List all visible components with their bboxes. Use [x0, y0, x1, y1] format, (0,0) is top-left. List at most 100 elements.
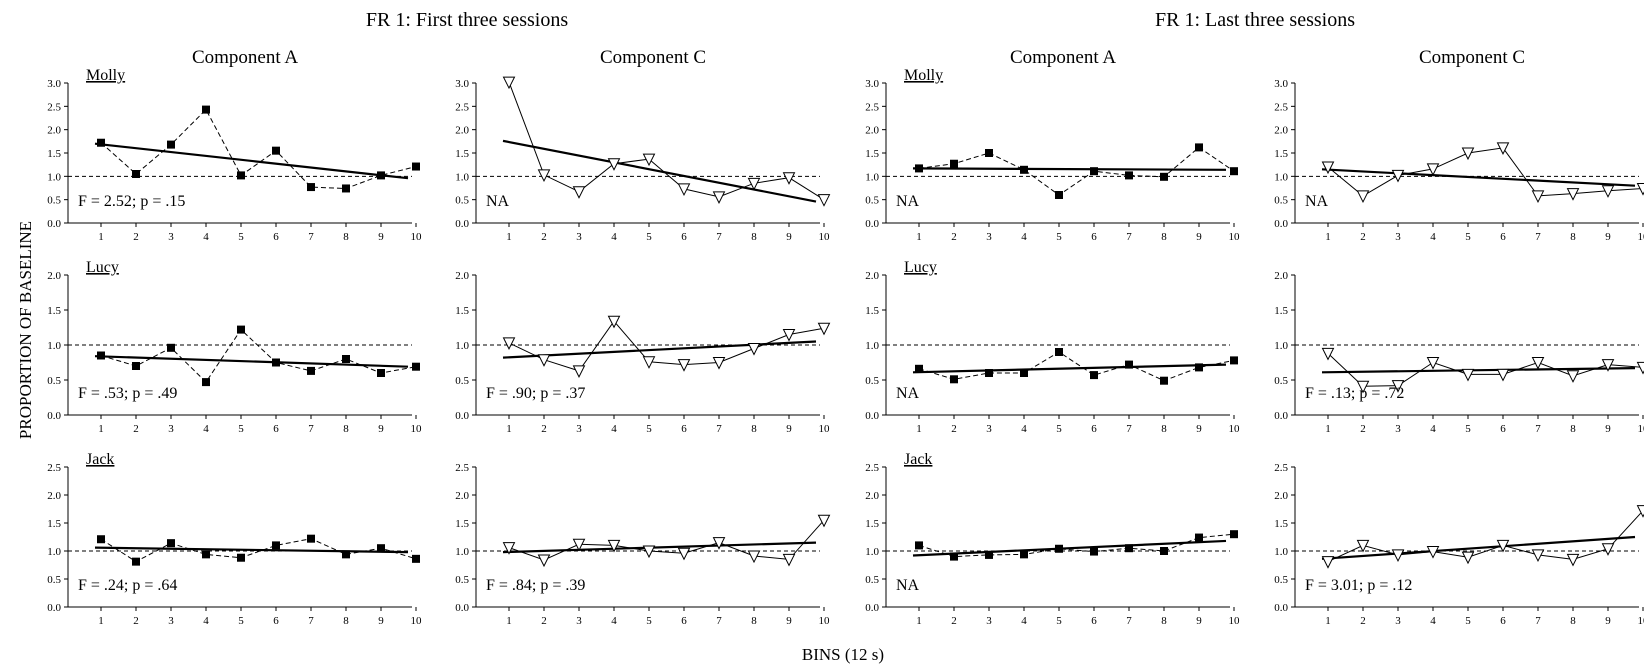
- y-tick-label: 0.5: [47, 375, 61, 387]
- data-point-square: [950, 159, 958, 168]
- x-tick-label: 4: [1430, 231, 1436, 243]
- x-tick-label: 10: [1229, 615, 1241, 627]
- data-point-triangle: [677, 547, 691, 561]
- data-point-square: [97, 535, 105, 544]
- x-tick-label: 1: [916, 423, 922, 435]
- data-point-triangle: [677, 183, 691, 197]
- component-title: Component C: [1419, 47, 1525, 68]
- component-title: Component C: [600, 47, 706, 68]
- trend-line: [94, 355, 409, 368]
- x-tick-label: 6: [1091, 615, 1097, 627]
- data-point-triangle: [1391, 380, 1405, 393]
- data-point-triangle: [537, 169, 551, 183]
- panel-5: 0.0 0.5 1.0 1.5 2.0 1 2 3 4 5 6 7 8 9 10 Lucy F = .53; p…: [47, 259, 422, 435]
- data-point-triangle: [1566, 370, 1580, 383]
- y-tick-label: 2.5: [455, 101, 469, 113]
- data-point-triangle: [782, 329, 796, 342]
- y-tick-label: 1.0: [865, 171, 879, 183]
- data-point-triangle: [1426, 546, 1440, 559]
- x-tick-label: 6: [681, 423, 687, 435]
- data-point-triangle: [642, 153, 656, 167]
- x-tick-label: 3: [168, 423, 174, 435]
- data-point-triangle: [1636, 361, 1644, 375]
- y-tick-label: 0.0: [865, 218, 879, 230]
- y-tick-label: 2.5: [1274, 101, 1288, 113]
- x-tick-label: 7: [1126, 615, 1132, 627]
- y-tick-label: 0.0: [865, 410, 879, 422]
- x-tick-label: 2: [951, 423, 957, 435]
- y-tick-label: 1.0: [455, 171, 469, 183]
- data-point-square: [1090, 371, 1098, 380]
- x-tick-label: 5: [238, 615, 244, 627]
- panel-4: 0.0 0.5 1.0 1.5 2.0 2.5 3.0 1 2 3 4 5 6 7 8 9 10 Componen…: [1274, 47, 1644, 243]
- data-point-triangle: [747, 177, 761, 191]
- x-tick-label: 8: [1161, 231, 1167, 243]
- x-tick-label: 5: [646, 423, 652, 435]
- y-tick-label: 2.0: [1274, 125, 1288, 137]
- data-point-square: [342, 184, 350, 193]
- stat-label: F = 2.52; p = .15: [78, 193, 185, 210]
- x-tick-label: 1: [1325, 423, 1331, 435]
- x-tick-label: 8: [751, 231, 757, 243]
- x-tick-label: 2: [133, 423, 139, 435]
- x-tick-label: 7: [308, 423, 314, 435]
- x-tick-label: 4: [1021, 231, 1027, 243]
- x-tick-label: 6: [273, 231, 279, 243]
- trend-line: [502, 340, 817, 359]
- data-point-square: [915, 541, 923, 550]
- x-tick-label: 1: [1325, 615, 1331, 627]
- y-tick-label: 0.5: [47, 195, 61, 207]
- data-point-triangle: [572, 538, 586, 552]
- x-tick-label: 6: [1091, 231, 1097, 243]
- y-tick-label: 1.0: [47, 340, 61, 352]
- x-tick-label: 10: [411, 423, 423, 435]
- data-point-triangle: [502, 337, 516, 351]
- data-point-triangle: [642, 356, 656, 369]
- x-tick-label: 7: [308, 615, 314, 627]
- data-point-triangle: [572, 186, 586, 199]
- x-tick-label: 4: [1430, 615, 1436, 627]
- x-tick-label: 8: [343, 231, 349, 243]
- x-tick-label: 4: [203, 615, 209, 627]
- stat-label: NA: [486, 193, 510, 210]
- data-point-triangle: [817, 194, 831, 207]
- data-point-square: [237, 553, 245, 562]
- data-point-triangle: [1321, 347, 1335, 361]
- data-point-square: [377, 171, 385, 180]
- x-tick-label: 5: [238, 231, 244, 243]
- x-tick-label: 10: [1638, 231, 1644, 243]
- panel-11: 0.0 0.5 1.0 1.5 2.0 2.5 1 2 3 4 5 6 7 8 9 10 Jack NA: [865, 451, 1240, 627]
- x-tick-label: 3: [168, 231, 174, 243]
- data-point-triangle: [1531, 190, 1545, 204]
- x-tick-label: 7: [1126, 423, 1132, 435]
- y-tick-label: 2.5: [1274, 462, 1288, 474]
- data-point-triangle: [1566, 188, 1580, 201]
- y-tick-label: 2.5: [865, 101, 879, 113]
- stat-label: F = .84; p = .39: [486, 577, 585, 594]
- data-point-square: [1090, 167, 1098, 176]
- y-tick-label: 1.5: [455, 305, 469, 317]
- subject-label: Jack: [904, 451, 932, 468]
- y-tick-label: 2.0: [47, 490, 61, 502]
- data-point-triangle: [1636, 505, 1644, 518]
- data-point-triangle: [642, 545, 656, 559]
- x-tick-label: 4: [1021, 423, 1027, 435]
- x-tick-label: 10: [1229, 423, 1241, 435]
- data-series-line: [1327, 510, 1644, 563]
- y-tick-label: 2.0: [1274, 490, 1288, 502]
- x-tick-label: 8: [343, 615, 349, 627]
- data-point-square: [1020, 369, 1028, 377]
- subject-label: Lucy: [86, 259, 119, 276]
- data-point-triangle: [747, 343, 761, 356]
- stat-label: F = .13; p = .72: [1305, 385, 1404, 402]
- data-point-square: [985, 149, 993, 157]
- data-point-triangle: [1426, 357, 1440, 370]
- x-tick-label: 1: [98, 615, 104, 627]
- y-tick-label: 1.0: [865, 340, 879, 352]
- x-tick-label: 10: [819, 423, 831, 435]
- x-tick-label: 10: [1638, 615, 1644, 627]
- y-tick-label: 0.5: [455, 574, 469, 586]
- x-tick-label: 1: [916, 231, 922, 243]
- x-tick-label: 8: [343, 423, 349, 435]
- x-tick-label: 3: [576, 231, 582, 243]
